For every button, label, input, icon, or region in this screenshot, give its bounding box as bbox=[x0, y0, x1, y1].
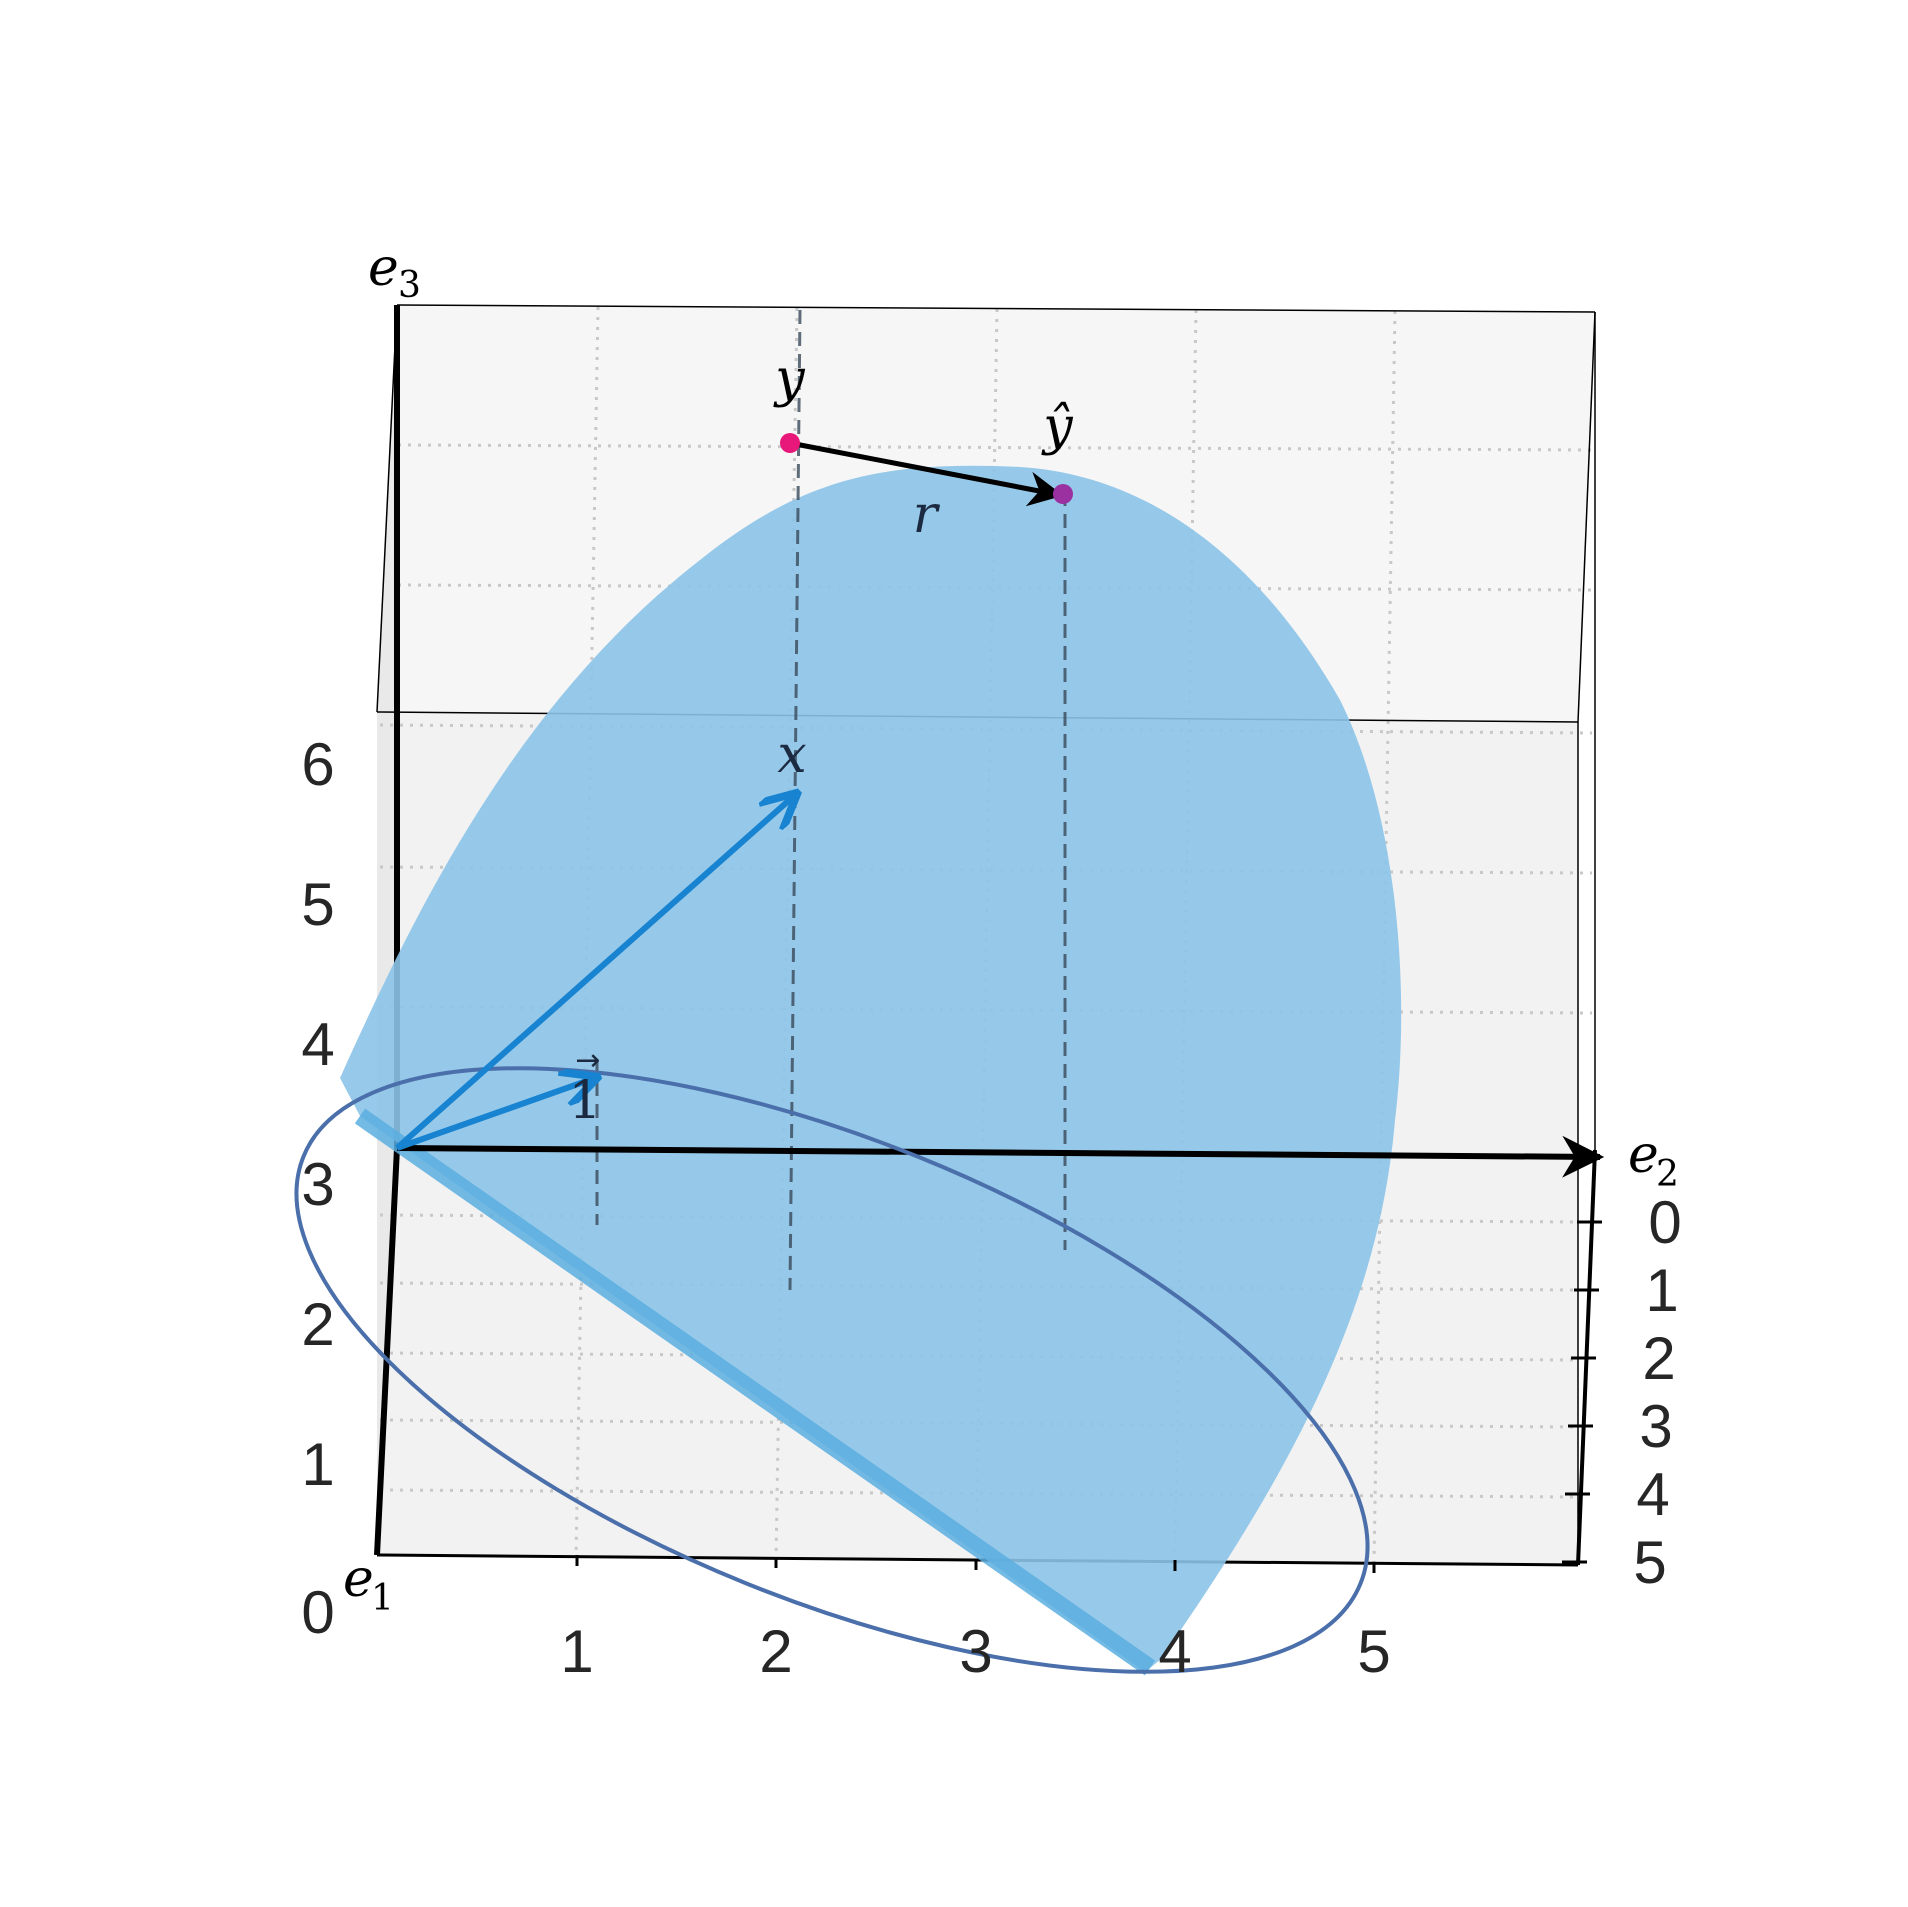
e3-tick-label: 3 bbox=[301, 1151, 334, 1218]
plane-edge bbox=[354, 1108, 1156, 1676]
label-e1: e 1 bbox=[343, 1549, 394, 1619]
e2-tick-label: 4 bbox=[1636, 1461, 1669, 1528]
ellipse bbox=[294, 1066, 1370, 1674]
e1-axis bbox=[374, 1147, 400, 1556]
e3-tick-label: 4 bbox=[301, 1011, 334, 1078]
e1-tick-label: 5 bbox=[1357, 1618, 1390, 1685]
e3-tick-labels: 1 2 3 4 5 6 bbox=[301, 731, 334, 1498]
e1-tick-label: 4 bbox=[1158, 1618, 1191, 1685]
e3-tick-label: 1 bbox=[301, 1431, 334, 1498]
svg-text:e: e bbox=[368, 238, 399, 298]
e1-ticks bbox=[575, 1555, 1376, 1573]
e3-tick-label: 6 bbox=[301, 731, 334, 798]
e1-tick-label: 0 bbox=[301, 1579, 334, 1646]
e2-axis bbox=[396, 1135, 1605, 1178]
svg-text:e: e bbox=[343, 1549, 374, 1609]
one-vector bbox=[396, 1078, 595, 1151]
label-y-hat: ŷ bbox=[1041, 397, 1073, 457]
e1-tick-label: 2 bbox=[759, 1618, 792, 1685]
e2-tick-label: 5 bbox=[1633, 1529, 1666, 1596]
e2-tick-label: 3 bbox=[1639, 1393, 1672, 1460]
r-vector bbox=[789, 440, 1064, 507]
e2-tick-labels: 0 1 2 3 4 5 bbox=[1633, 1189, 1681, 1596]
point-y-hat bbox=[1053, 484, 1073, 504]
span-plane bbox=[340, 465, 1402, 1672]
e1-tick-label: 1 bbox=[560, 1618, 593, 1685]
label-one-vector: 1 bbox=[568, 1071, 601, 1131]
label-x: x bbox=[777, 725, 806, 785]
one-vector-hat-arrow: → bbox=[575, 1043, 600, 1078]
label-r: r bbox=[913, 485, 941, 545]
svg-text:2: 2 bbox=[1656, 1154, 1679, 1195]
label-e2: e 2 bbox=[1628, 1125, 1679, 1195]
e2-tick-label: 1 bbox=[1645, 1257, 1678, 1324]
e1-tick-labels: 0 1 2 3 4 5 bbox=[301, 1579, 1390, 1685]
e2-tick-label: 0 bbox=[1648, 1189, 1681, 1256]
x-vector bbox=[395, 795, 795, 1151]
point-y bbox=[780, 433, 800, 453]
svg-text:1: 1 bbox=[371, 1578, 394, 1619]
e3-tick-label: 5 bbox=[301, 871, 334, 938]
e2-ticks bbox=[1562, 1220, 1602, 1564]
label-e3: e 3 bbox=[368, 238, 421, 306]
e1-tick-label: 3 bbox=[959, 1618, 992, 1685]
svg-text:e: e bbox=[1628, 1125, 1659, 1185]
label-y: y bbox=[773, 349, 805, 409]
svg-text:3: 3 bbox=[398, 265, 421, 306]
e3-tick-label: 2 bbox=[301, 1291, 334, 1358]
e2-tick-label: 2 bbox=[1642, 1325, 1675, 1392]
